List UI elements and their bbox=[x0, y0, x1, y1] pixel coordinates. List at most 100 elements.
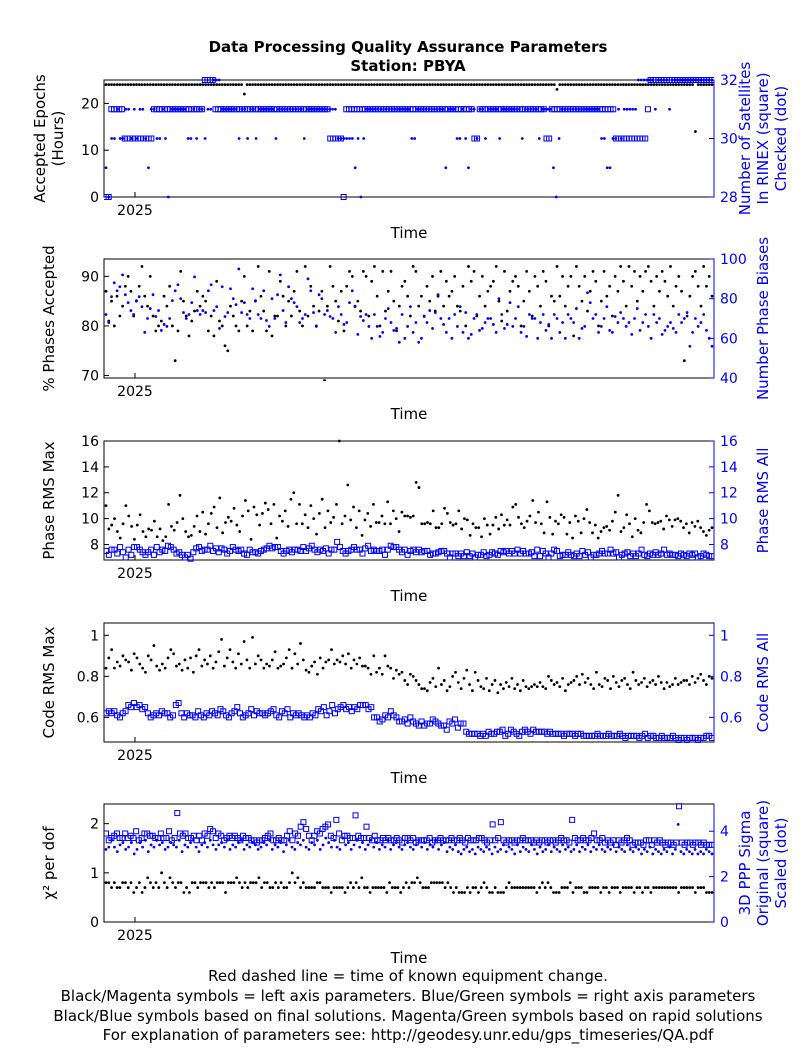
data-dot bbox=[361, 319, 365, 322]
data-square bbox=[234, 704, 241, 711]
data-dot bbox=[680, 83, 683, 87]
data-dot bbox=[693, 130, 697, 133]
data-dot bbox=[458, 83, 462, 87]
data-dot bbox=[561, 321, 564, 324]
data-dot bbox=[425, 847, 429, 851]
data-dot bbox=[497, 527, 501, 531]
data-square bbox=[569, 816, 576, 823]
data-dot bbox=[536, 336, 540, 340]
data-dot bbox=[496, 891, 500, 894]
data-dot bbox=[285, 886, 289, 889]
data-dot bbox=[571, 536, 574, 540]
data-dot bbox=[363, 664, 367, 668]
data-dot bbox=[208, 838, 212, 842]
data-dot bbox=[572, 334, 576, 338]
data-dot bbox=[458, 305, 462, 308]
data-dot bbox=[172, 652, 176, 656]
data-dot bbox=[352, 843, 356, 847]
data-dot bbox=[372, 654, 376, 658]
data-dot bbox=[171, 881, 175, 885]
data-dot bbox=[530, 843, 534, 847]
data-dot bbox=[186, 137, 190, 140]
data-dot bbox=[400, 284, 404, 288]
data-dot bbox=[596, 886, 600, 889]
data-dot bbox=[578, 850, 581, 854]
data-dot bbox=[303, 265, 307, 268]
data-dot bbox=[633, 83, 636, 87]
data-dot bbox=[529, 107, 533, 111]
data-dot bbox=[472, 269, 476, 273]
data-dot bbox=[137, 881, 141, 885]
data-dot bbox=[673, 847, 677, 851]
data-dot bbox=[160, 662, 164, 666]
data-dot bbox=[429, 881, 433, 885]
data-dot bbox=[203, 841, 207, 844]
data-dot bbox=[523, 107, 527, 111]
data-dot bbox=[340, 522, 344, 526]
data-dot bbox=[397, 845, 401, 849]
data-dot bbox=[464, 324, 468, 328]
data-dot bbox=[586, 676, 590, 680]
data-dot bbox=[688, 850, 691, 854]
data-dot bbox=[325, 83, 329, 87]
data-dot bbox=[259, 317, 263, 320]
data-dot bbox=[355, 838, 359, 842]
data-dot bbox=[215, 83, 219, 87]
data-dot bbox=[115, 83, 119, 87]
data-dot bbox=[682, 852, 686, 856]
data-dot bbox=[593, 523, 597, 527]
data-dot bbox=[328, 83, 332, 87]
data-dot bbox=[699, 850, 703, 854]
data-dot bbox=[435, 107, 439, 111]
data-dot bbox=[166, 195, 170, 199]
data-dot bbox=[187, 83, 191, 87]
data-dot bbox=[668, 685, 672, 689]
data-dot bbox=[461, 330, 465, 334]
data-dot bbox=[181, 517, 185, 521]
data-dot bbox=[226, 349, 230, 353]
data-dot bbox=[494, 265, 498, 268]
data-dot bbox=[373, 265, 376, 268]
data-dot bbox=[611, 137, 615, 140]
data-dot bbox=[256, 313, 260, 316]
right-y-tick-label: 8 bbox=[720, 537, 729, 553]
data-dot bbox=[616, 289, 620, 293]
data-dot bbox=[274, 881, 277, 885]
data-dot bbox=[469, 83, 473, 87]
data-dot bbox=[546, 881, 550, 885]
data-dot bbox=[580, 672, 584, 676]
data-dot bbox=[426, 521, 429, 524]
data-dot bbox=[273, 843, 277, 847]
data-dot bbox=[527, 313, 531, 316]
data-dot bbox=[539, 522, 543, 526]
x-tick-label: 2025 bbox=[117, 203, 153, 219]
data-dot bbox=[328, 107, 332, 111]
data-dot bbox=[479, 847, 483, 851]
data-dot bbox=[226, 881, 230, 885]
data-dot bbox=[403, 843, 407, 847]
data-dot bbox=[288, 881, 291, 885]
data-dot bbox=[427, 886, 430, 889]
data-dot bbox=[384, 83, 387, 87]
data-dot bbox=[496, 850, 500, 854]
data-dot bbox=[566, 107, 569, 111]
data-dot bbox=[124, 107, 128, 111]
data-dot bbox=[300, 522, 304, 526]
data-dot bbox=[273, 317, 277, 320]
right-y-tick-label: 60 bbox=[720, 331, 738, 347]
data-dot bbox=[394, 517, 398, 521]
data-dot bbox=[693, 269, 697, 273]
data-dot bbox=[602, 137, 606, 140]
left-y-axis-label: χ² per dof bbox=[40, 826, 58, 900]
data-dot bbox=[403, 83, 407, 87]
data-dot bbox=[657, 886, 661, 889]
data-dot bbox=[382, 107, 385, 111]
data-dot bbox=[359, 83, 362, 87]
data-dot bbox=[327, 841, 331, 844]
data-dot bbox=[622, 317, 625, 320]
data-dot bbox=[456, 850, 460, 854]
data-dot bbox=[597, 324, 600, 328]
data-dot bbox=[557, 137, 561, 140]
data-dot bbox=[348, 83, 351, 87]
